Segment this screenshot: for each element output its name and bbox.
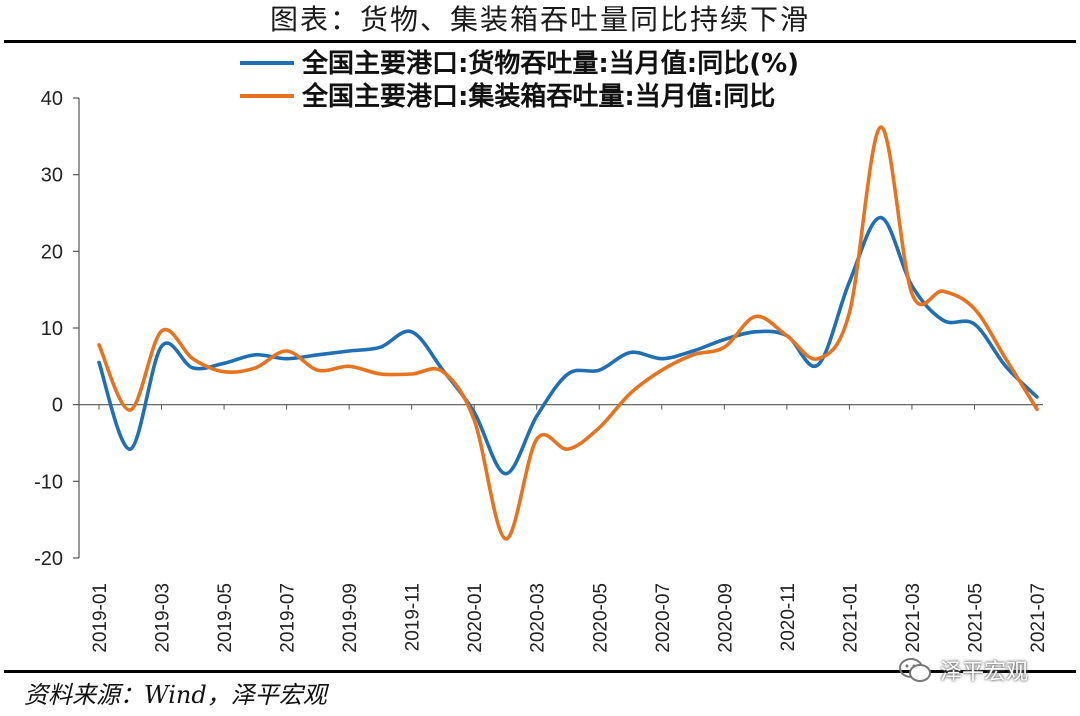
wechat-icon [899,658,931,682]
y-tick-label: -20 [34,548,63,570]
series-line-1 [97,215,1039,476]
x-tick-label: 2021-07 [1028,583,1049,653]
bottom-rule [4,670,1076,673]
x-tick-label: 2020-09 [715,583,736,653]
x-tick-label: 2019-07 [278,583,299,653]
y-tick-label: 10 [41,318,63,340]
axes: -20 -10 0 10 20 30 40 2019-01 2019-03 2019-05 2019… [34,88,1049,653]
legend: 全国主要港口:货物吞吐量:当月值:同比(%)全国主要港口:集装箱吞吐量:当月值:… [240,48,799,112]
y-tick-label: -10 [34,471,63,493]
legend-label: 全国主要港口:货物吞吐量:当月值:同比(%) [301,48,799,79]
x-tick-label: 2020-11 [778,583,799,651]
x-tick-label: 2019-11 [403,583,424,651]
x-tick-label: 2020-01 [465,583,486,653]
y-tick-label: 30 [41,165,63,187]
x-tick-label: 2021-03 [903,583,924,653]
x-tick-label: 2020-03 [528,583,549,653]
source-note: 资料来源：Wind，泽平宏观 [24,681,327,709]
y-tick-label: 40 [41,88,63,110]
x-tick-label: 2021-01 [840,583,861,653]
top-rule [4,40,1076,43]
chart-title: 图表：货物、集装箱吞吐量同比持续下滑 [269,3,810,36]
line-chart: 全国主要港口:货物吞吐量:当月值:同比(%)全国主要港口:集装箱吞吐量:当月值:… [34,48,1049,653]
legend-label: 全国主要港口:集装箱吞吐量:当月值:同比 [301,81,775,112]
watermark: 泽平宏观 [898,652,1028,688]
x-tick-label: 2020-05 [590,583,611,653]
series-layer [97,125,1039,541]
x-tick-label: 2019-09 [340,583,361,653]
x-tick-label: 2020-07 [653,583,674,653]
watermark-text: 泽平宏观 [940,660,1029,685]
x-tick-label: 2019-05 [215,583,236,653]
x-tick-label: 2019-01 [90,583,111,653]
y-tick-label: 20 [41,241,63,263]
x-tick-label: 2019-03 [153,583,174,653]
y-tick-label: 0 [52,395,63,417]
series-line-2 [97,125,1039,541]
x-tick-label: 2021-05 [965,583,986,653]
